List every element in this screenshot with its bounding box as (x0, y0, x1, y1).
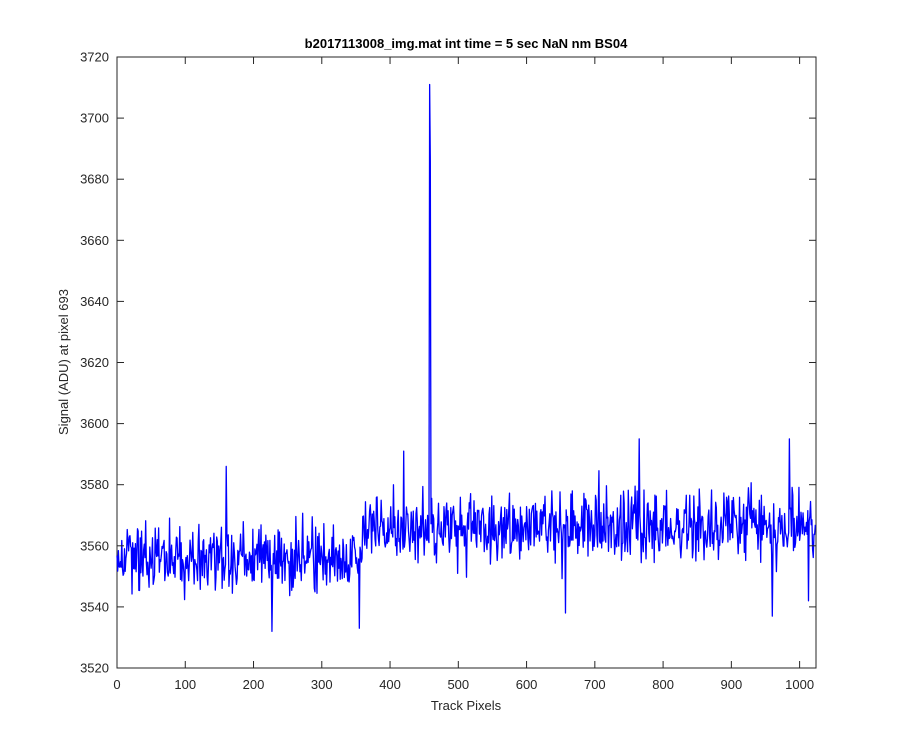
data-series-line (116, 83, 816, 632)
y-tick-label: 3560 (80, 538, 109, 553)
y-axis-label: Signal (ADU) at pixel 693 (56, 289, 71, 435)
x-tick-label: 100 (174, 677, 196, 692)
y-tick-label: 3600 (80, 416, 109, 431)
chart-title: b2017113008_img.mat int time = 5 sec NaN… (305, 36, 628, 51)
y-tick-label: 3720 (80, 50, 109, 65)
x-tick-label: 500 (447, 677, 469, 692)
y-tick-label: 3660 (80, 233, 109, 248)
y-tick-label: 3640 (80, 294, 109, 309)
plot-area: 0 100 200 300 400 500 600 700 800 900 1000 3520 354… (80, 50, 817, 692)
y-tick-label: 3700 (80, 111, 109, 126)
y-tick-label: 3520 (80, 661, 109, 676)
x-tick-label: 400 (379, 677, 401, 692)
x-tick-label: 200 (243, 677, 265, 692)
x-tick-label: 900 (721, 677, 743, 692)
x-tick-label: 800 (652, 677, 674, 692)
x-axis-ticks: 0 100 200 300 400 500 600 700 800 900 1000 (113, 57, 814, 692)
x-tick-label: 600 (516, 677, 538, 692)
y-tick-label: 3540 (80, 599, 109, 614)
y-tick-label: 3680 (80, 172, 109, 187)
x-tick-label: 1000 (785, 677, 814, 692)
y-tick-label: 3620 (80, 355, 109, 370)
x-axis-label: Track Pixels (431, 698, 502, 713)
y-axis-ticks: 3520 3540 3560 3580 3600 3620 3640 3660 3680 3700… (80, 50, 816, 676)
x-tick-label: 700 (584, 677, 606, 692)
x-tick-label: 0 (113, 677, 120, 692)
y-tick-label: 3580 (80, 477, 109, 492)
x-tick-label: 300 (311, 677, 333, 692)
